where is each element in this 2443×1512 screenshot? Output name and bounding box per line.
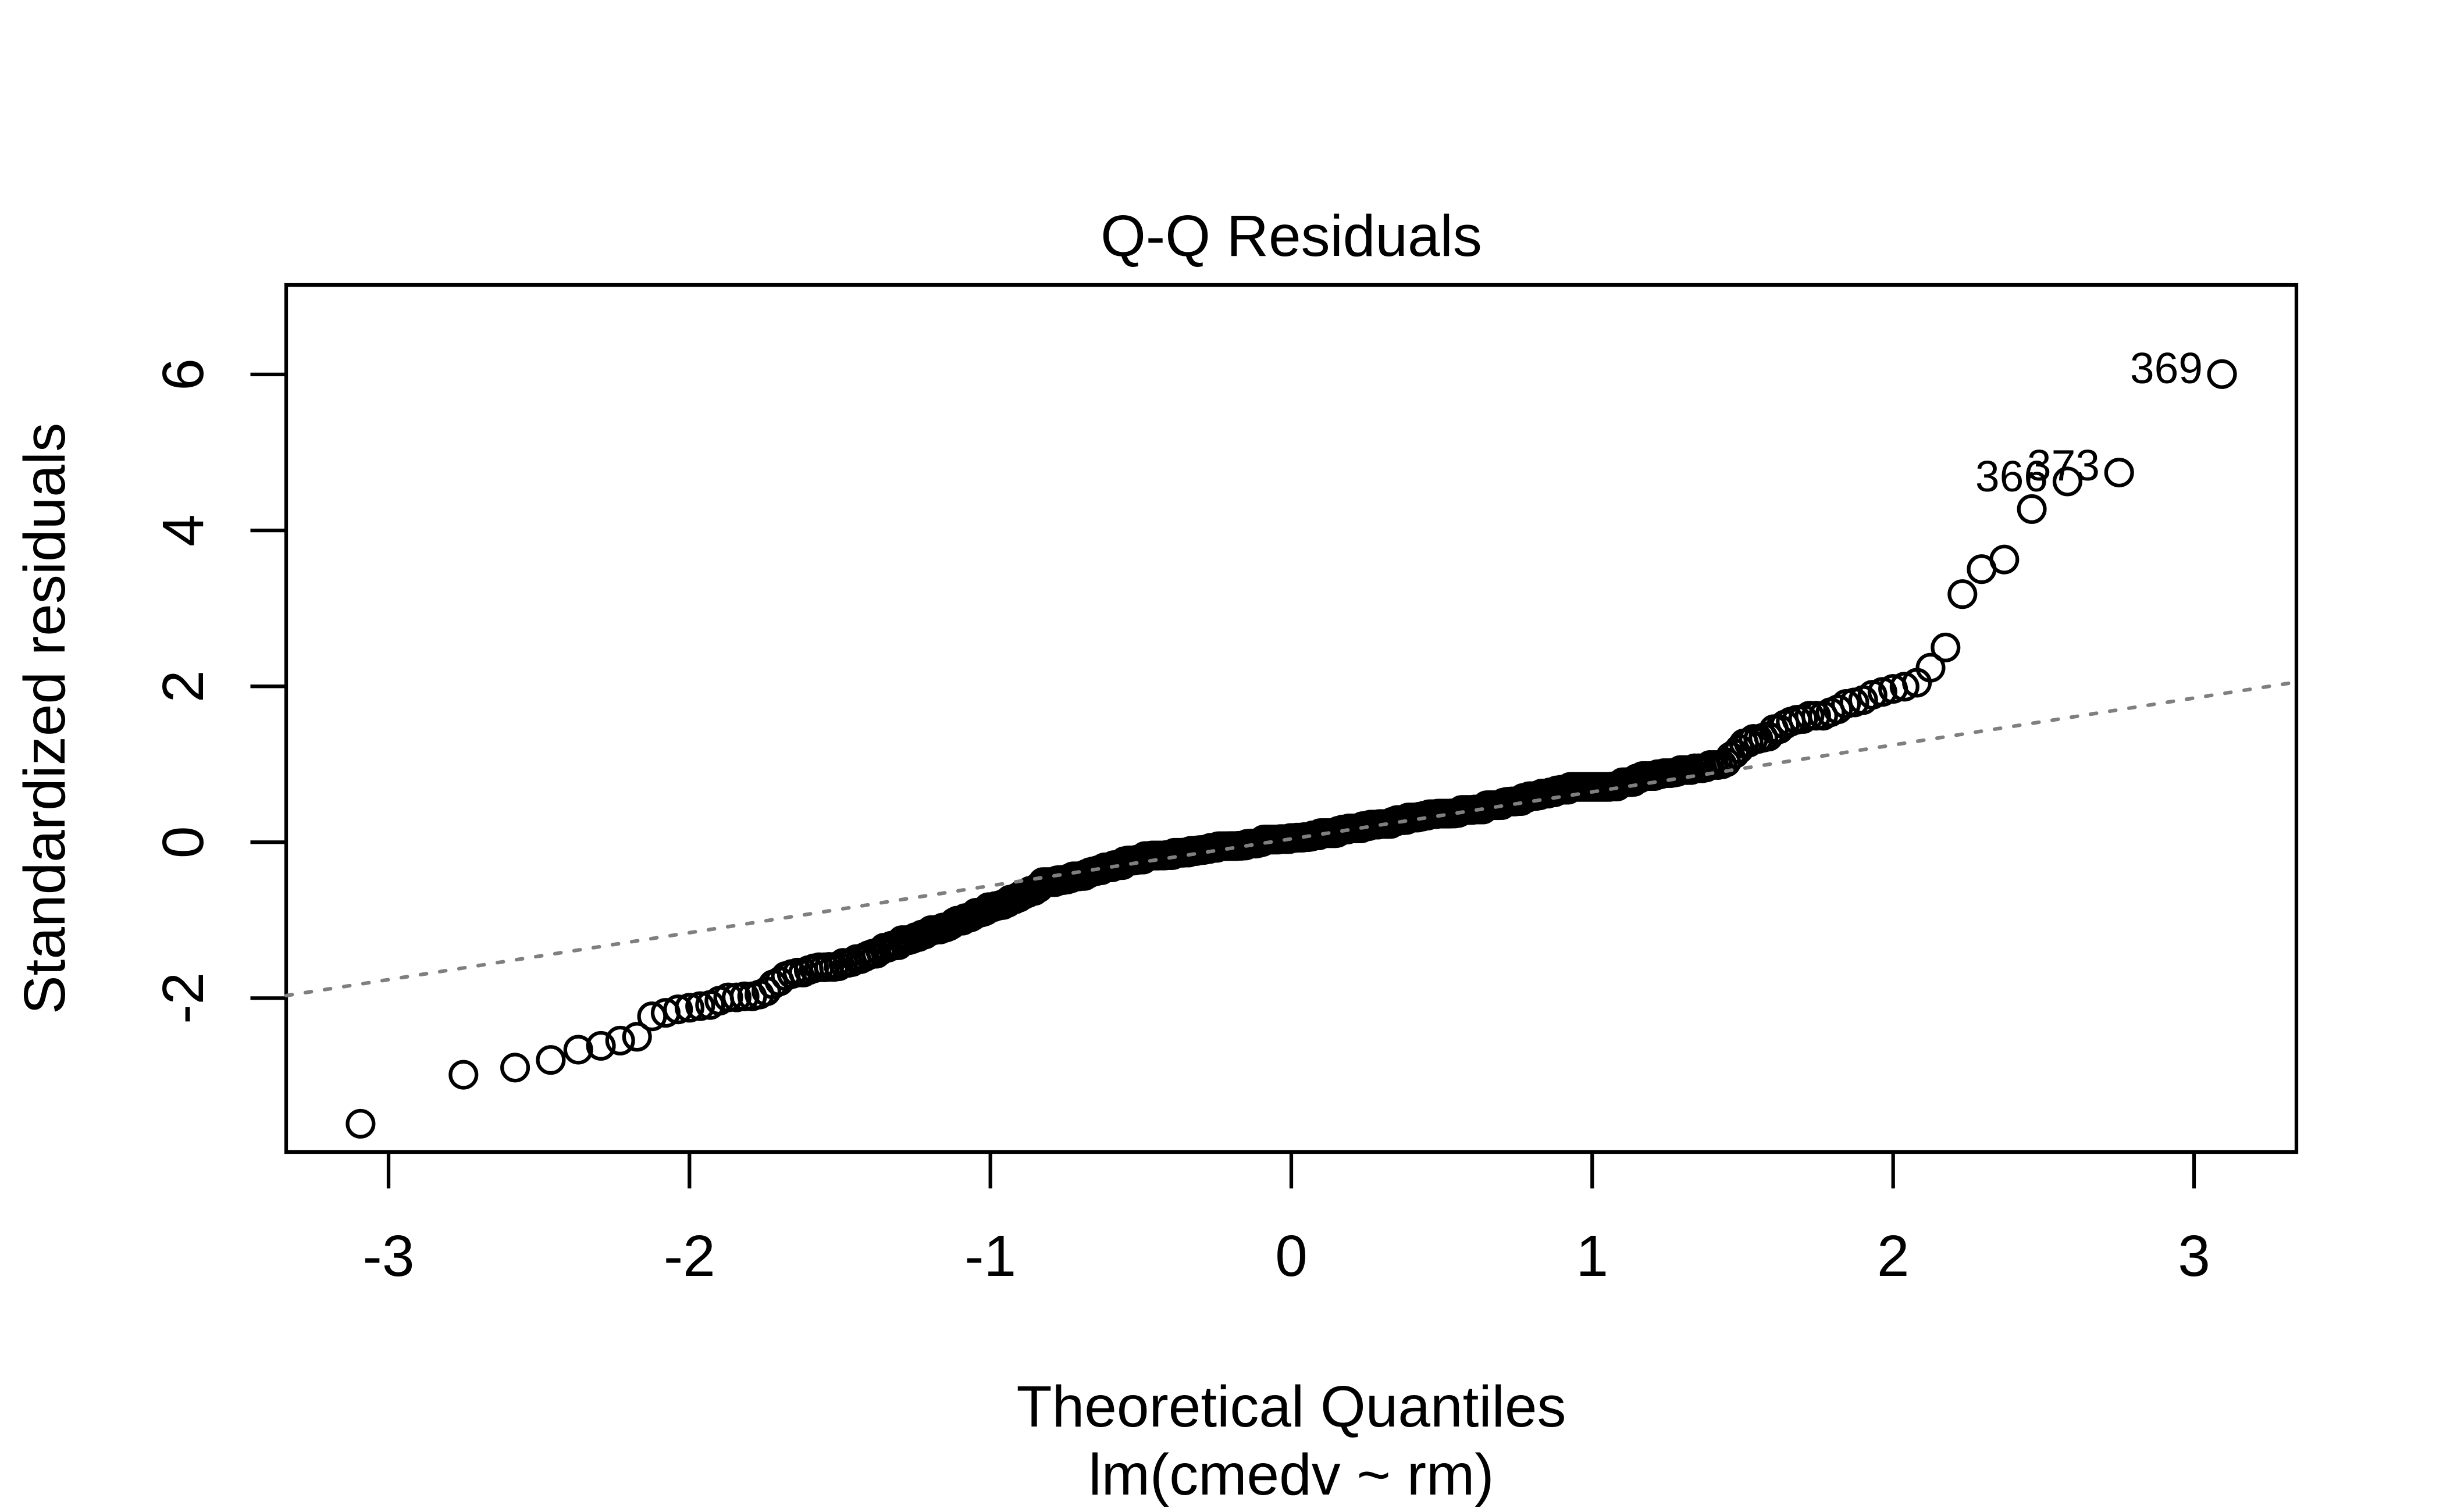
svg-text:-2: -2 (151, 972, 216, 1024)
svg-text:-1: -1 (964, 1224, 1016, 1289)
svg-text:366: 366 (1975, 452, 2048, 501)
svg-text:-2: -2 (664, 1224, 715, 1289)
svg-text:0: 0 (1275, 1224, 1308, 1289)
svg-text:lm(cmedv ~ rm): lm(cmedv ~ rm) (1088, 1442, 1494, 1507)
svg-text:3: 3 (2178, 1224, 2210, 1289)
svg-text:6: 6 (151, 358, 216, 391)
svg-text:2: 2 (151, 670, 216, 702)
svg-text:Q-Q Residuals: Q-Q Residuals (1101, 204, 1482, 269)
svg-text:-3: -3 (363, 1224, 415, 1289)
svg-text:Theoretical Quantiles: Theoretical Quantiles (1017, 1374, 1566, 1439)
svg-text:Standardized residuals: Standardized residuals (12, 423, 77, 1014)
svg-text:373: 373 (2027, 441, 2100, 490)
svg-text:0: 0 (151, 826, 216, 858)
svg-text:1: 1 (1576, 1224, 1608, 1289)
svg-text:4: 4 (151, 514, 216, 547)
svg-text:369: 369 (2130, 344, 2203, 393)
svg-text:2: 2 (1877, 1224, 1910, 1289)
